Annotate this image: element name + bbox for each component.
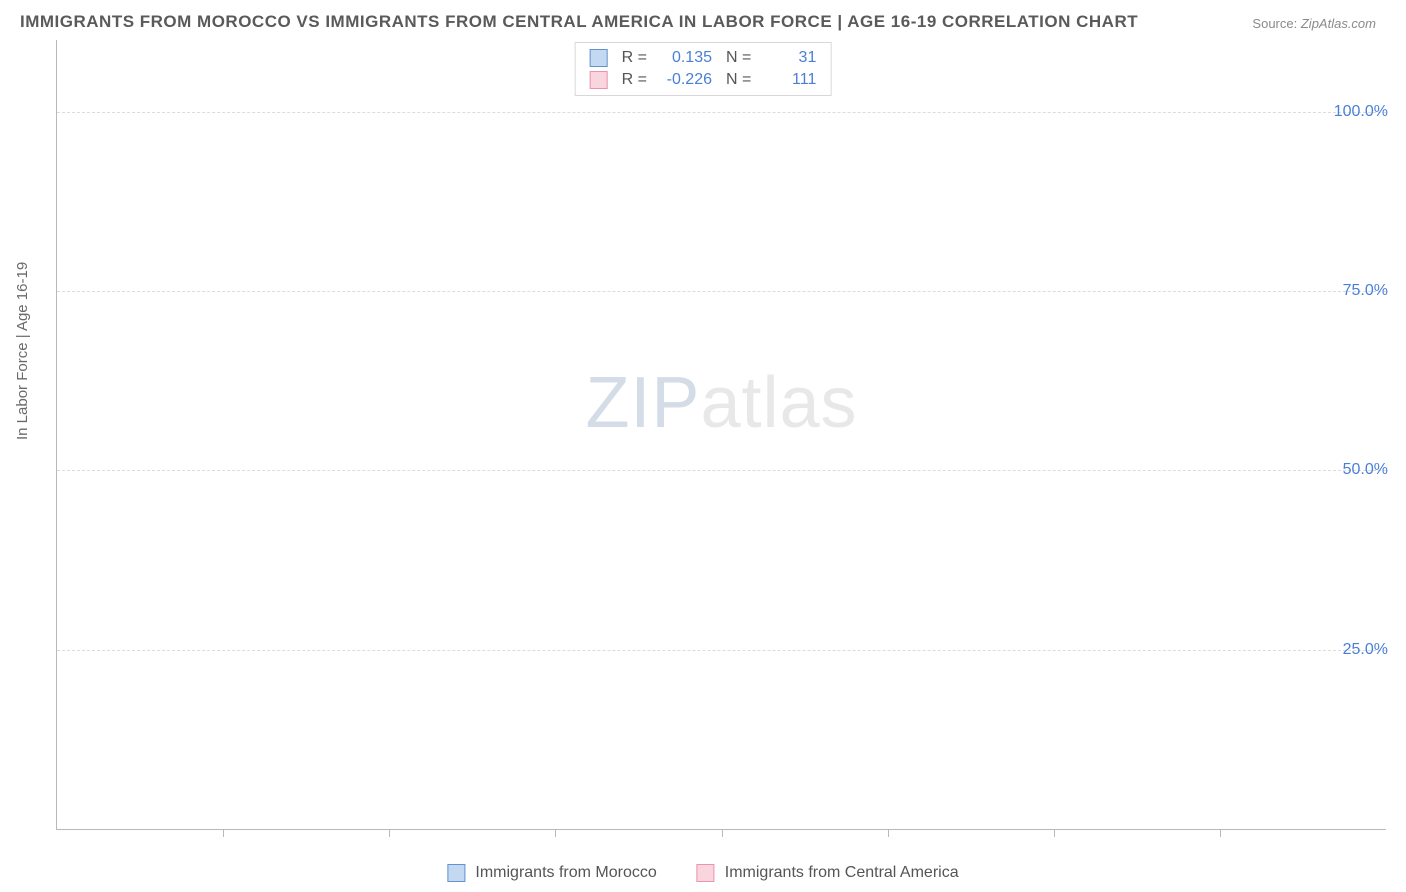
gridline <box>57 112 1386 113</box>
n-label: N = <box>726 71 751 89</box>
swatch-blue-icon <box>590 49 608 67</box>
swatch-pink-icon <box>697 864 715 882</box>
gridline <box>57 291 1386 292</box>
y-tick-label: 75.0% <box>1343 282 1388 300</box>
swatch-blue-icon <box>447 864 465 882</box>
watermark-zip: ZIP <box>585 363 700 443</box>
n-value: 111 <box>761 71 816 89</box>
x-tick <box>555 829 556 837</box>
x-tick <box>888 829 889 837</box>
x-tick <box>722 829 723 837</box>
n-label: N = <box>726 49 751 67</box>
y-tick-label: 100.0% <box>1334 103 1388 121</box>
stats-row-central-america: R = -0.226 N = 111 <box>576 69 831 91</box>
gridline <box>57 650 1386 651</box>
x-tick <box>1220 829 1221 837</box>
r-label: R = <box>622 71 647 89</box>
r-value: -0.226 <box>657 71 712 89</box>
legend-item-central-america: Immigrants from Central America <box>697 864 959 882</box>
watermark: ZIPatlas <box>585 362 857 444</box>
scatter-plot-area: ZIPatlas <box>56 40 1386 830</box>
correlation-stats-box: R = 0.135 N = 31 R = -0.226 N = 111 <box>575 42 832 96</box>
n-value: 31 <box>761 49 816 67</box>
y-axis-label: In Labor Force | Age 16-19 <box>14 262 31 440</box>
y-tick-label: 25.0% <box>1343 641 1388 659</box>
legend-label: Immigrants from Central America <box>725 864 959 882</box>
x-tick <box>389 829 390 837</box>
gridline <box>57 470 1386 471</box>
watermark-atlas: atlas <box>700 363 857 443</box>
stats-row-morocco: R = 0.135 N = 31 <box>576 47 831 69</box>
legend-label: Immigrants from Morocco <box>475 864 656 882</box>
r-value: 0.135 <box>657 49 712 67</box>
chart-title: IMMIGRANTS FROM MOROCCO VS IMMIGRANTS FR… <box>20 12 1138 32</box>
y-tick-label: 50.0% <box>1343 461 1388 479</box>
bottom-legend: Immigrants from Morocco Immigrants from … <box>447 864 958 882</box>
x-tick <box>223 829 224 837</box>
source-attribution: Source: ZipAtlas.com <box>1252 16 1376 31</box>
source-value: ZipAtlas.com <box>1301 16 1376 31</box>
legend-item-morocco: Immigrants from Morocco <box>447 864 656 882</box>
swatch-pink-icon <box>590 71 608 89</box>
r-label: R = <box>622 49 647 67</box>
source-label: Source: <box>1252 16 1297 31</box>
x-tick <box>1054 829 1055 837</box>
